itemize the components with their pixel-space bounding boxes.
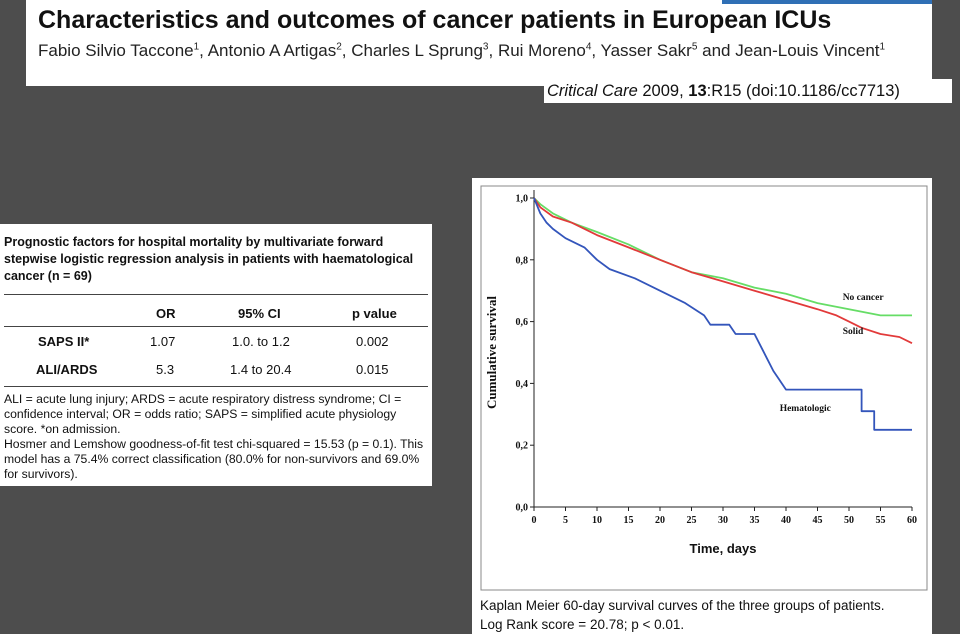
author-name: Antonio A Artigas (207, 41, 337, 60)
col-header-p: p value (352, 306, 397, 321)
cell-p: 0.002 (356, 334, 389, 349)
series-label: Hematologic (780, 404, 831, 414)
x-tick-label: 0 (532, 515, 537, 526)
row-label-ali: ALI/ARDS (36, 362, 98, 377)
journal-name: Critical Care (547, 82, 638, 100)
cell-ci: 1.0. to 1.2 (232, 334, 290, 349)
chart-frame (480, 185, 928, 591)
regression-table: Prognostic factors for hospital mortalit… (0, 224, 432, 486)
cell-ci: 1.4 to 20.4 (230, 362, 292, 377)
footnote-model-fit: Hosmer and Lemshow goodness-of-fit test … (4, 437, 424, 481)
journal-citation: Critical Care 2009, 13:R15 (doi:10.1186/… (544, 79, 952, 103)
accent-bar (722, 0, 932, 4)
series-label: Solid (843, 327, 864, 337)
title-banner: Characteristics and outcomes of cancer p… (26, 0, 932, 86)
x-tick-label: 15 (624, 515, 634, 526)
x-tick-label: 20 (655, 515, 665, 526)
table-rule (4, 326, 428, 327)
survival-figure: 0 5 10 15 20 25 30 35 40 45 50 55 60 0,0 0,2 0,4 0,6 0,8 1… (472, 178, 932, 634)
x-tick-label: 45 (813, 515, 823, 526)
y-tick-label: 0,4 (516, 379, 529, 390)
author-affiliation: 1 (879, 41, 886, 53)
y-axis-title: Cumulative survival (484, 296, 499, 409)
x-tick-label: 35 (750, 515, 760, 526)
x-tick-label: 50 (844, 515, 854, 526)
y-tick-label: 1,0 (516, 194, 529, 205)
figure-caption-line: Kaplan Meier 60-day survival curves of t… (480, 598, 885, 613)
cell-or: 5.3 (156, 362, 175, 377)
author-affiliation: 2 (336, 41, 342, 53)
col-header-ci: 95% CI (238, 306, 281, 321)
survival-curve-solid (533, 197, 913, 345)
author-list: Fabio Silvio Taccone1, Antonio A Artigas… (38, 41, 886, 60)
x-axis-title: Time, days (690, 541, 757, 556)
journal-volume: 13 (688, 82, 707, 100)
cell-p: 0.015 (356, 362, 389, 377)
author-affiliation: 1 (193, 41, 200, 53)
figure-caption: Kaplan Meier 60-day survival curves of t… (480, 596, 928, 634)
series-label: No cancer (843, 293, 885, 303)
author-affiliation: 3 (482, 41, 489, 53)
figure-caption-line: Log Rank score = 20.78; p < 0.01. (480, 617, 685, 632)
author-affiliation: 4 (585, 41, 592, 53)
cell-or: 1.07 (150, 334, 176, 349)
x-tick-label: 5 (563, 515, 568, 526)
y-tick-label: 0,8 (516, 255, 529, 266)
survival-curve-hematologic (533, 197, 912, 431)
author-name: Charles L Sprung (351, 41, 483, 60)
kaplan-meier-chart: 0 5 10 15 20 25 30 35 40 45 50 55 60 0,0 0,2 0,4 0,6 0,8 1… (480, 185, 928, 591)
y-tick-label: 0,6 (516, 317, 529, 328)
author-name: Fabio Silvio Taccone (38, 41, 194, 60)
y-tick-label: 0,2 (516, 441, 529, 452)
footnote-abbreviations: ALI = acute lung injury; ARDS = acute re… (4, 392, 402, 436)
x-tick-label: 30 (718, 515, 728, 526)
table-rule (4, 386, 428, 387)
author-name: Rui Moreno (497, 41, 586, 60)
y-tick-label: 0,0 (516, 503, 529, 514)
journal-year: 2009, (642, 82, 684, 100)
table-footnotes: ALI = acute lung injury; ARDS = acute re… (4, 392, 428, 482)
row-label-saps: SAPS II* (38, 334, 90, 349)
col-header-or: OR (156, 306, 176, 321)
x-tick-label: 40 (781, 515, 791, 526)
author-name: Yasser Sakr (600, 41, 692, 60)
x-tick-label: 25 (687, 515, 697, 526)
journal-article-ref: :R15 (doi:10.1186/cc7713) (706, 82, 900, 100)
x-tick-label: 10 (592, 515, 602, 526)
author-affiliation: 5 (691, 41, 698, 53)
table-caption: Prognostic factors for hospital mortalit… (4, 235, 414, 283)
x-tick-label: 60 (907, 515, 917, 526)
table-rule (4, 294, 428, 295)
paper-title: Characteristics and outcomes of cancer p… (38, 6, 832, 34)
author-name: Jean-Louis Vincent (735, 41, 880, 60)
x-tick-label: 55 (876, 515, 886, 526)
